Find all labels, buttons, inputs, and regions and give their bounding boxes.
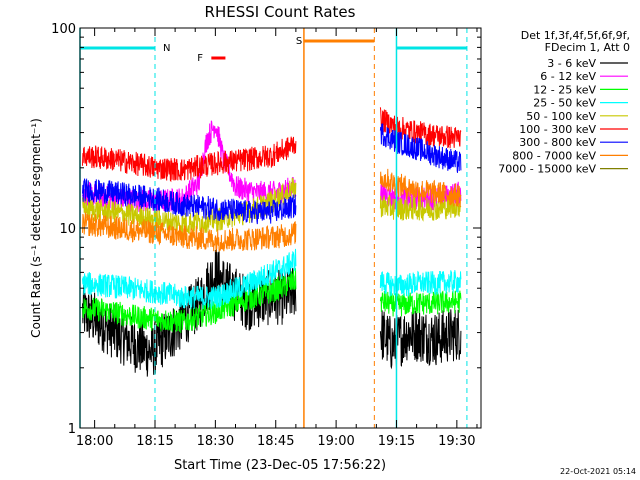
legend-label-4: 50 - 100 keV [526,110,596,123]
x-tick-label-6: 19:30 [438,434,475,449]
series-line-0-seg-1 [379,309,462,370]
legend-label-5: 100 - 300 keV [519,123,596,136]
x-axis-label: Start Time (23-Dec-05 17:56:22) [174,458,386,473]
series-line-6-seg-0 [82,177,297,225]
x-tick-label-4: 19:00 [317,434,354,449]
legend-header-2: FDecim 1, Att 0 [545,41,630,54]
x-tick-label-0: 18:00 [76,434,113,449]
series-line-4-seg-0 [82,177,297,236]
flag-label-f: F [197,53,203,64]
legend-label-6: 300 - 800 keV [519,136,596,149]
legend-label-7: 800 - 7000 keV [512,149,596,162]
x-tick-label-5: 19:15 [378,434,415,449]
y-tick-label-1: 10 [59,222,76,237]
y-tick-label-2: 100 [51,22,76,37]
flag-label-s: S [296,36,302,47]
series-line-6-seg-1 [379,123,462,173]
x-tick-label-1: 18:15 [136,434,173,449]
x-tick-label-2: 18:30 [197,434,234,449]
series-line-2-seg-1 [379,290,462,317]
x-tick-label-3: 18:45 [257,434,294,449]
series-line-3-seg-1 [379,270,462,298]
series-line-3-seg-0 [82,248,297,310]
series-line-5-seg-1 [379,107,462,149]
footer-date: 22-Oct-2021 05:14 [560,467,636,476]
series-line-5-seg-0 [82,136,297,183]
legend-label-0: 3 - 6 keV [547,57,596,70]
series-layer [82,107,462,377]
legend-label-1: 6 - 12 keV [540,70,596,83]
legend-label-3: 25 - 50 keV [533,97,596,110]
chart-title: RHESSI Count Rates [205,3,356,21]
series-line-2-seg-0 [82,268,297,333]
series-line-7-seg-0 [82,212,297,253]
legend-label-8: 7000 - 15000 keV [498,163,596,176]
flag-label-n: N [163,43,170,54]
y-tick-label-0: 1 [68,422,76,437]
legend-label-2: 12 - 25 keV [533,83,596,96]
series-line-7-seg-1 [379,168,462,207]
y-axis-label: Count Rate (s⁻¹ detector segment⁻¹) [29,118,43,338]
legend-header-1: Det 1f,3f,4f,5f,6f,9f, [521,29,630,42]
axes-layer: 18:00 18:15 18:30 18:45 19:00 19:15 19:30 1 10 10… [51,22,482,449]
